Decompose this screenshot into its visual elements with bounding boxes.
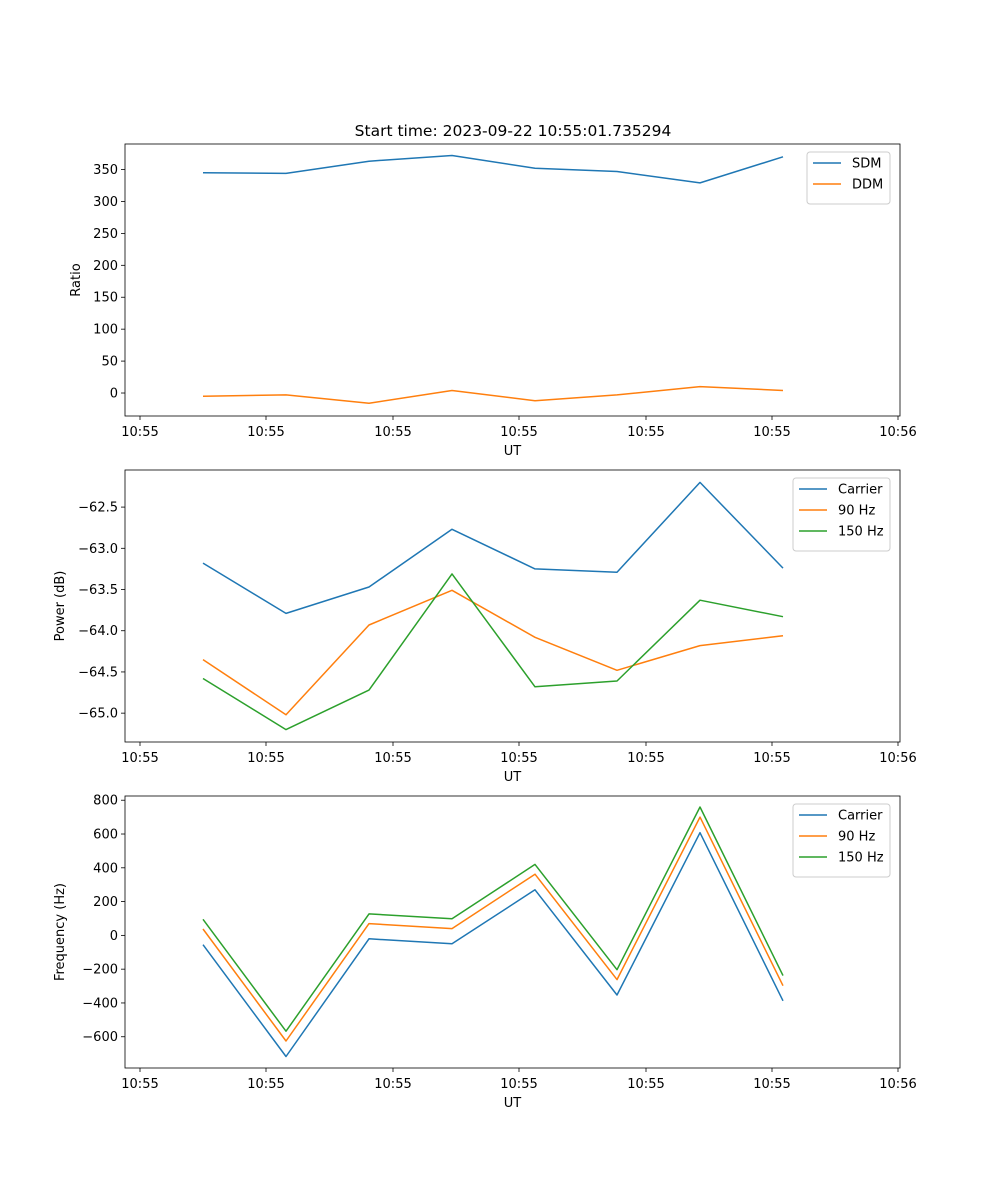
legend-label-90-hz: 90 Hz: [838, 830, 875, 845]
y-tick-label: 600: [93, 828, 118, 843]
chart-panel-1: 10:55 10:55 10:55 10:55 10:55 10:55 10:56 0 50 10…: [69, 143, 917, 459]
x-tick-label: 10:56: [879, 425, 916, 440]
legend-label-carrier: Carrier: [838, 809, 883, 824]
x-tick-label: 10:55: [374, 1077, 411, 1092]
x-tick-label: 10:55: [247, 425, 284, 440]
axes-frame: [124, 143, 901, 417]
x-tick-label: 10:55: [500, 425, 537, 440]
figure-title: Start time: 2023-09-22 10:55:01.735294: [355, 122, 672, 140]
chart-panel-2: 10:55 10:55 10:55 10:55 10:55 10:55 10:56 −65.0…: [53, 469, 917, 785]
y-tick-label: 50: [101, 355, 118, 370]
legend-label-ddm: DDM: [852, 178, 883, 193]
series-line-ddm: [202, 385, 784, 404]
series-line-90-hz: [202, 816, 784, 1042]
legend: Carrier 90 Hz 150 Hz: [792, 477, 891, 552]
x-tick-label: 10:55: [627, 751, 664, 766]
y-tick-label: −600: [82, 1030, 118, 1045]
x-tick-label: 10:55: [374, 751, 411, 766]
x-tick-label: 10:55: [753, 751, 790, 766]
x-tick-label: 10:55: [247, 751, 284, 766]
x-tick-label: 10:55: [500, 751, 537, 766]
legend: SDM DDM: [806, 151, 891, 205]
x-axis-label: UT: [504, 770, 522, 785]
y-tick-label: 300: [93, 195, 118, 210]
x-tick-label: 10:55: [121, 425, 158, 440]
x-tick-label: 10:55: [500, 1077, 537, 1092]
series-line-carrier: [202, 831, 784, 1058]
x-tick-label: 10:55: [121, 751, 158, 766]
y-tick-label: 0: [110, 387, 118, 402]
y-tick-label: −64.5: [78, 665, 118, 680]
chart-panel-3: 10:55 10:55 10:55 10:55 10:55 10:55 10:56 −600 −…: [53, 794, 917, 1111]
axes-frame: [124, 795, 901, 1069]
y-tick-label: 250: [93, 227, 118, 242]
x-tick-label: 10:55: [121, 1077, 158, 1092]
y-tick-label: −65.0: [78, 707, 118, 722]
legend-label-150-hz: 150 Hz: [838, 525, 884, 540]
series-line-150-hz: [202, 573, 784, 731]
y-tick-label: 350: [93, 163, 118, 178]
y-axis-label: Frequency (Hz): [53, 883, 68, 981]
y-tick-label: −63.0: [78, 542, 118, 557]
x-tick-label: 10:55: [247, 1077, 284, 1092]
x-axis-label: UT: [504, 444, 522, 459]
x-tick-label: 10:56: [879, 1077, 916, 1092]
legend-box: [792, 803, 891, 878]
y-tick-label: −64.0: [78, 624, 118, 639]
series-line-carrier: [202, 481, 784, 615]
y-tick-label: −200: [82, 963, 118, 978]
legend-label-carrier: Carrier: [838, 483, 883, 498]
y-tick-label: 800: [93, 794, 118, 809]
x-tick-label: 10:55: [374, 425, 411, 440]
series-line-sdm: [202, 154, 784, 184]
x-tick-label: 10:55: [627, 1077, 664, 1092]
x-tick-label: 10:55: [627, 425, 664, 440]
y-tick-label: 0: [110, 929, 118, 944]
series-line-90-hz: [202, 589, 784, 716]
x-tick-label: 10:56: [879, 751, 916, 766]
y-tick-label: 200: [93, 259, 118, 274]
y-axis-label: Ratio: [69, 263, 84, 296]
y-tick-label: 400: [93, 861, 118, 876]
x-tick-label: 10:55: [753, 425, 790, 440]
legend-label-150-hz: 150 Hz: [838, 851, 884, 866]
axes-frame: [124, 469, 901, 743]
y-tick-label: −63.5: [78, 583, 118, 598]
legend-box: [792, 477, 891, 552]
legend-label-sdm: SDM: [852, 157, 881, 172]
y-tick-label: 150: [93, 291, 118, 306]
series-line-150-hz: [202, 806, 784, 1032]
legend: Carrier 90 Hz 150 Hz: [792, 803, 891, 878]
y-tick-label: 200: [93, 895, 118, 910]
legend-box: [806, 151, 891, 205]
y-tick-label: −400: [82, 996, 118, 1011]
x-tick-label: 10:55: [753, 1077, 790, 1092]
y-tick-label: 100: [93, 323, 118, 338]
x-axis-label: UT: [504, 1096, 522, 1111]
y-tick-label: −62.5: [78, 501, 118, 516]
legend-label-90-hz: 90 Hz: [838, 504, 875, 519]
y-axis-label: Power (dB): [53, 571, 68, 642]
